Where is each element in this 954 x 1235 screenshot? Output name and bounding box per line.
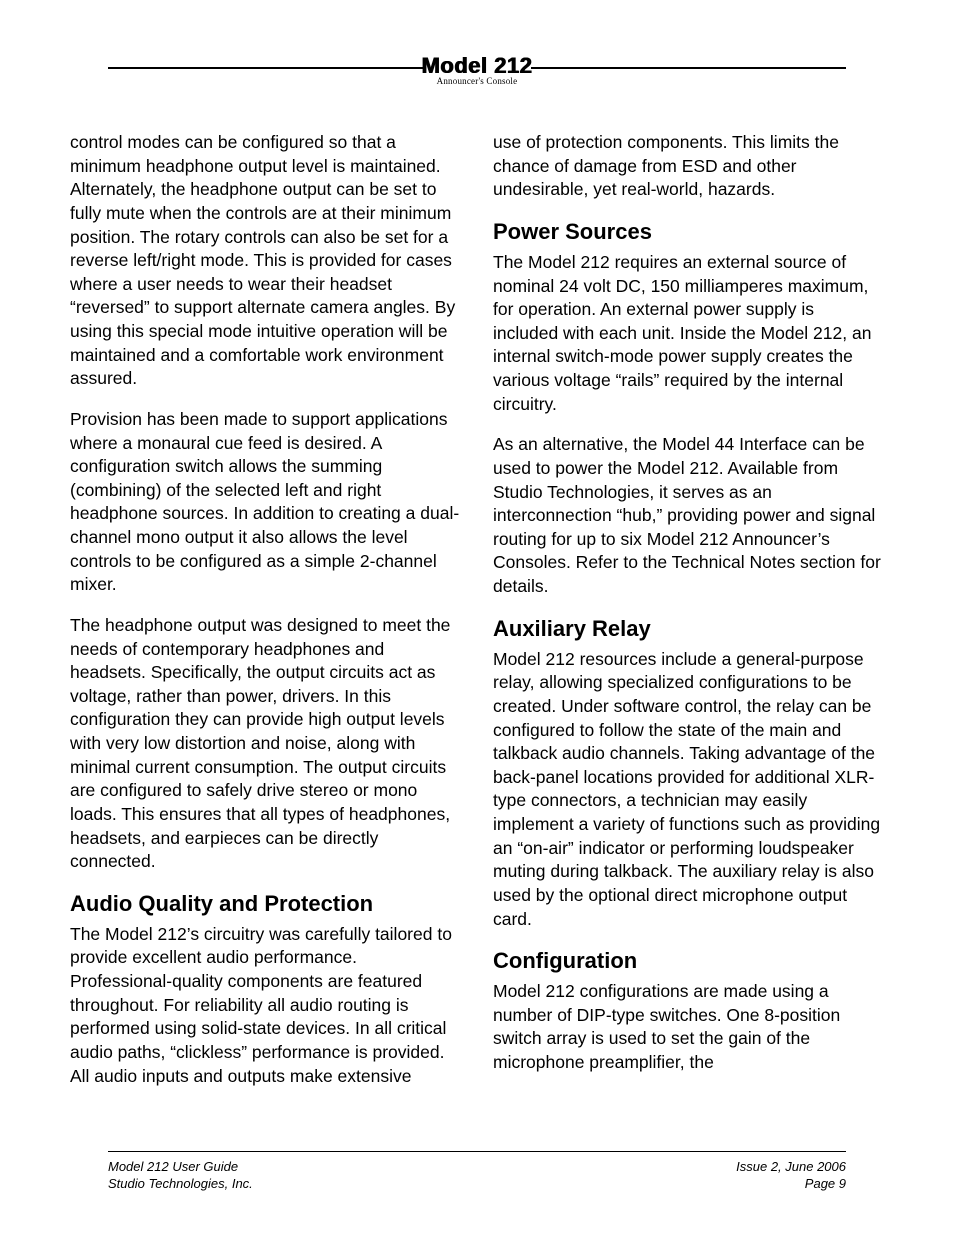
body-paragraph: Model 212 configurations are made using … xyxy=(493,980,884,1075)
body-paragraph: control modes can be configured so that … xyxy=(70,131,461,391)
left-column: control modes can be configured so that … xyxy=(70,131,461,1105)
section-heading-power-sources: Power Sources xyxy=(493,219,884,245)
two-column-layout: control modes can be configured so that … xyxy=(70,131,884,1105)
body-paragraph: use of protection components. This limit… xyxy=(493,131,884,202)
header-title-block: Model 212 Announcer's Console xyxy=(422,53,533,86)
footer-guide-title: Model 212 User Guide xyxy=(108,1158,253,1176)
footer-right-block: Issue 2, June 2006 Page 9 xyxy=(736,1158,846,1193)
footer-page-number: Page 9 xyxy=(736,1175,846,1193)
header-subtitle: Announcer's Console xyxy=(422,76,533,86)
section-heading-audio-quality: Audio Quality and Protection xyxy=(70,891,461,917)
page-footer: Model 212 User Guide Studio Technologies… xyxy=(108,1151,846,1193)
body-paragraph: As an alternative, the Model 44 Interfac… xyxy=(493,433,884,598)
body-paragraph: The headphone output was designed to mee… xyxy=(70,614,461,874)
header-rule-left xyxy=(108,67,423,69)
section-heading-configuration: Configuration xyxy=(493,948,884,974)
body-paragraph: The Model 212’s circuitry was carefully … xyxy=(70,923,461,1088)
header-rule-right xyxy=(531,67,846,69)
footer-company: Studio Technologies, Inc. xyxy=(108,1175,253,1193)
footer-issue-date: Issue 2, June 2006 xyxy=(736,1158,846,1176)
section-heading-auxiliary-relay: Auxiliary Relay xyxy=(493,616,884,642)
document-header: Model 212 Announcer's Console xyxy=(70,55,884,83)
right-column: use of protection components. This limit… xyxy=(493,131,884,1105)
footer-left-block: Model 212 User Guide Studio Technologies… xyxy=(108,1158,253,1193)
body-paragraph: Provision has been made to support appli… xyxy=(70,408,461,597)
body-paragraph: Model 212 resources include a general-pu… xyxy=(493,648,884,932)
body-paragraph: The Model 212 requires an external sourc… xyxy=(493,251,884,416)
